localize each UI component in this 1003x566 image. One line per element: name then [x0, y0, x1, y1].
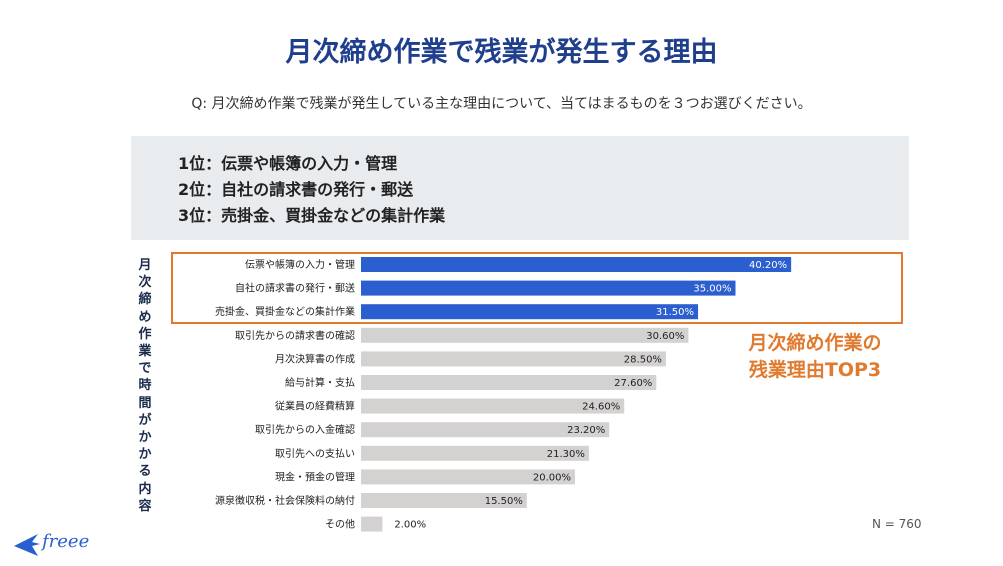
bar-value-label: 31.50%: [656, 307, 694, 318]
bar-value-label: 23.20%: [567, 425, 605, 436]
bar: [361, 351, 666, 367]
bar-value-label: 40.20%: [749, 260, 787, 271]
category-label: 売掛金、買掛金などの集計作業: [215, 305, 355, 318]
bar-value-label: 20.00%: [533, 472, 571, 483]
category-label: その他: [325, 518, 355, 531]
summary-rank-1: 1位：伝票や帳簿の入力・管理: [178, 154, 398, 173]
category-label: 取引先への支払い: [275, 447, 355, 460]
category-label: 自社の請求書の発行・郵送: [235, 282, 355, 295]
sample-size: N = 760: [872, 517, 922, 531]
bar: [361, 398, 625, 414]
survey-question: Q: 月次締め作業で残業が発生している主な理由について、当てはまるものを３つお選…: [191, 96, 812, 112]
bar-value-label: 15.50%: [485, 496, 523, 507]
top3-highlight-frame: [171, 252, 903, 324]
bar-value-label: 35.00%: [693, 284, 731, 295]
bar: [361, 304, 699, 320]
bar: [361, 327, 689, 343]
bar-value-label: 24.60%: [582, 402, 620, 413]
category-label: 取引先からの請求書の確認: [235, 329, 355, 342]
bar: [361, 422, 610, 438]
category-label: 現金・預金の管理: [275, 470, 355, 483]
page-title: 月次締め作業で残業が発生する理由: [285, 37, 718, 68]
bar: [361, 445, 589, 461]
freee-logo-icon: [14, 534, 40, 556]
category-label: 取引先からの入金確認: [255, 423, 355, 436]
category-label: 源泉徴収税・社会保険料の納付: [215, 494, 355, 507]
top3-annotation: 月次締め作業の 残業理由TOP3: [730, 330, 900, 384]
bar-value-label: 2.00%: [394, 520, 426, 531]
top3-summary-box: 1位：伝票や帳簿の入力・管理 2位：自社の請求書の発行・郵送 3位：売掛金、買掛…: [131, 136, 909, 240]
bar-value-label: 27.60%: [614, 378, 652, 389]
bar: [361, 375, 657, 390]
annotation-line-2: 残業理由TOP3: [748, 359, 882, 381]
category-label: 給与計算・支払: [285, 376, 355, 389]
category-label: 従業員の経費精算: [275, 400, 355, 413]
bar: [361, 280, 736, 296]
bar-value-label: 21.30%: [547, 449, 585, 460]
bar: [361, 469, 575, 485]
y-axis-title: 月次締め作業で時間がかかる内容: [135, 257, 155, 515]
bar-value-label: 30.60%: [646, 331, 684, 342]
bar-value-label: 28.50%: [624, 354, 662, 365]
bar: [361, 493, 527, 508]
category-label: 伝票や帳簿の入力・管理: [245, 258, 355, 271]
y-axis-title-text: 月次締め作業で時間がかかる内容: [138, 258, 152, 514]
annotation-line-1: 月次締め作業の: [748, 332, 882, 354]
summary-rank-3: 3位：売掛金、買掛金などの集計作業: [178, 206, 446, 225]
category-label: 月次決算書の作成: [275, 352, 355, 365]
logo-text: freee: [42, 531, 90, 552]
summary-rank-2: 2位：自社の請求書の発行・郵送: [178, 180, 414, 199]
bar: [361, 516, 383, 532]
bar: [361, 257, 792, 272]
